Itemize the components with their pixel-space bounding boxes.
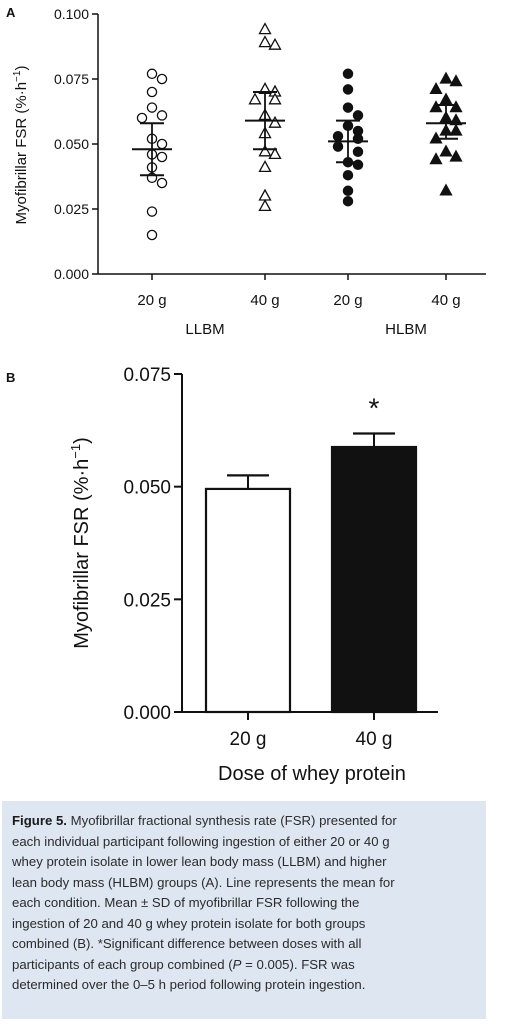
chart-a-series [426,71,466,196]
caption-text-1: Myofibrillar fractional synthesis rate (… [70,813,397,828]
caption-lead: Figure 5. [12,813,67,828]
chart-a-point [146,102,158,113]
chart-a-point [146,229,158,241]
chart-a-point [146,86,158,98]
chart-a-point [449,100,463,113]
chart-a-point [439,144,453,157]
chart-b-bar [330,445,418,714]
chart-a-point [352,110,364,121]
chart-a-point [146,206,158,217]
chart-a-point [258,199,272,212]
figure-caption: Figure 5. Myofibrillar fractional synthe… [2,801,486,1019]
caption-line-3: whey protein isolate in lower lean body … [12,854,387,869]
caption-line-1: Figure 5. Myofibrillar fractional synthe… [12,811,474,832]
chart-a-point [449,74,463,87]
chart-a-y-tick-label: 0.075 [54,71,89,87]
chart-a-point [332,141,344,152]
chart-a-point [342,195,354,207]
chart-a-point [258,160,272,173]
chart-a-point [439,71,453,84]
chart-a-point [449,123,463,136]
chart-a-y-tick-label: 0.050 [54,136,89,152]
chart-b-y-tick-label: 0.025 [123,590,171,611]
chart-b-x-tick-label: 20 g [230,729,267,750]
chart-a-point [342,68,354,80]
chart-a-point [268,115,282,128]
caption-line-7: combined (B). *Significant difference be… [12,936,362,951]
group-label-llbm: LLBM [185,321,224,338]
caption-line-6: ingestion of 20 and 40 g whey protein is… [12,915,366,931]
chart-b-significance-marker: * [369,392,380,423]
chart-a-point [342,84,354,95]
chart-a-point [449,149,463,162]
chart-a-point [156,138,168,150]
chart-a-point [258,22,272,35]
chart-a-point [439,92,453,105]
chart-a-y-tick-label: 0.000 [54,266,89,282]
caption-text-8b: = 0.005). FSR was [241,956,355,972]
chart-a-x-tick-label: 20 g [333,292,362,309]
chart-b-x-tick-label: 40 g [356,729,393,750]
caption-line-4: lean body mass (HLBM) groups (A). Line r… [12,874,395,890]
chart-a: A 0.000 0.025 0.050 0.075 0.100 20 g 40 g 20 g… [6,5,486,338]
chart-b-bar [204,487,292,714]
caption-line-5: each condition. Mean ± SD of myofibrilla… [12,895,360,910]
chart-a-x-tick-label: 20 g [137,292,166,309]
caption-line-2: each individual participant following in… [12,833,390,849]
chart-a-y-tick-label: 0.025 [54,201,89,217]
chart-a-point [146,68,158,80]
chart-a-point [258,144,272,157]
caption-line-8: participants of each group combined (P =… [12,955,474,976]
chart-b-y-tick-label: 0.075 [123,365,171,386]
panel-b-label: B [6,370,15,385]
caption-line-9: determined over the 0–5 h period followi… [12,977,366,992]
chart-a-y-label: Myofibrillar FSR (%·h−1) [12,66,30,225]
chart-a-x-tick-label: 40 g [250,292,279,309]
chart-a-point [258,188,272,201]
chart-a-point [429,82,443,95]
chart-a-point [156,177,168,189]
caption-text-8a: participants of each group combined ( [12,956,233,972]
chart-a-point [429,152,443,165]
chart-b: B 0.000 0.025 0.050 0.075 20 g 40 g * Myofibr… [6,365,438,785]
chart-a-point [268,92,282,105]
chart-a-point [342,185,354,197]
chart-a-point [136,112,148,124]
chart-b-x-label: Dose of whey protein [218,763,406,785]
chart-a-point [342,102,354,113]
group-label-hlbm: HLBM [385,321,427,338]
chart-a-point [156,151,168,163]
chart-b-y-tick-label: 0.050 [123,478,171,499]
chart-a-y-tick-label: 0.100 [54,6,89,22]
chart-a-point [342,169,354,181]
chart-a-series [132,68,172,241]
chart-a-point [248,92,262,105]
chart-a-x-tick-label: 40 g [431,292,460,309]
chart-a-point [332,130,344,142]
caption-p: P [232,956,242,972]
chart-a-point [156,110,168,121]
chart-b-y-label: Myofibrillar FSR (%·h−1) [68,437,93,649]
chart-b-y-tick-label: 0.000 [123,703,171,724]
chart-a-point [268,37,282,50]
chart-a-series [328,68,368,207]
chart-a-point [429,100,443,113]
chart-a-point [439,183,453,196]
panel-a-label: A [6,5,16,20]
chart-a-point [268,147,282,160]
chart-a-point [156,73,168,85]
chart-a-point [258,35,272,48]
chart-a-series [245,22,285,212]
chart-a-point [352,146,364,158]
